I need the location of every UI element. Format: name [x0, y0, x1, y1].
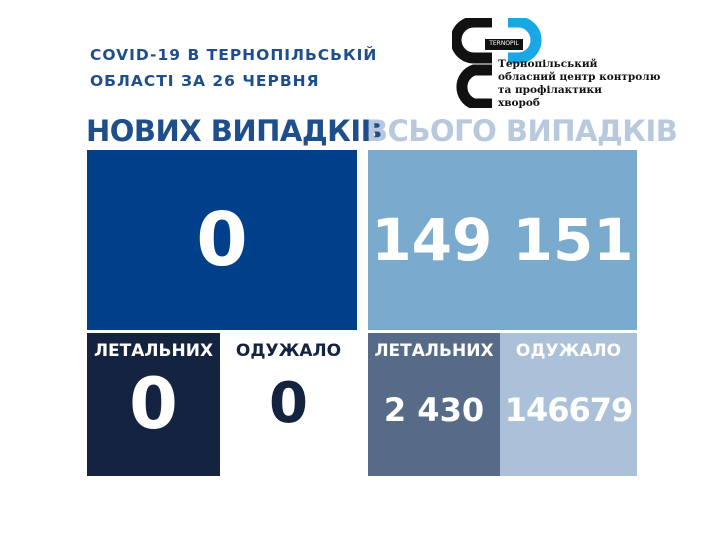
new-recovered-value: 0: [269, 371, 308, 436]
logo-badge: TERNOPIL: [489, 40, 519, 47]
new-recovered-panel: ОДУЖАЛО 0: [220, 333, 357, 476]
total-deaths-value: 2 430: [383, 391, 485, 429]
logo-text: Тернопільський обласний центр контролю т…: [498, 58, 661, 109]
new-deaths-panel: ЛЕТАЛЬНИХ 0: [87, 333, 220, 476]
logo: TERNOPIL: [450, 16, 552, 110]
new-cases-heading: НОВИХ ВИПАДКІВ: [86, 114, 383, 148]
new-cases-value: 0: [196, 197, 248, 283]
new-cases-panel: 0: [87, 150, 357, 330]
total-cases-heading: ВСЬОГО ВИПАДКІВ: [366, 114, 678, 148]
new-deaths-label: ЛЕТАЛЬНИХ: [93, 341, 214, 361]
new-recovered-label: ОДУЖАЛО: [235, 341, 342, 361]
total-recovered-value: 146679: [504, 391, 634, 429]
cdc-logo-icon: [450, 16, 542, 110]
total-deaths-label: ЛЕТАЛЬНИХ: [374, 341, 494, 361]
total-cases-value: 149 151: [371, 206, 634, 274]
total-recovered-panel: ОДУЖАЛО 146679: [500, 333, 637, 476]
total-cases-panel: 149 151: [368, 150, 637, 330]
total-recovered-label: ОДУЖАЛО: [515, 341, 622, 361]
page-title: COVID-19 В ТЕРНОПІЛЬСЬКІЙ ОБЛАСТІ ЗА 26 …: [90, 46, 378, 90]
total-deaths-panel: ЛЕТАЛЬНИХ 2 430: [368, 333, 500, 476]
new-deaths-value: 0: [129, 363, 178, 445]
